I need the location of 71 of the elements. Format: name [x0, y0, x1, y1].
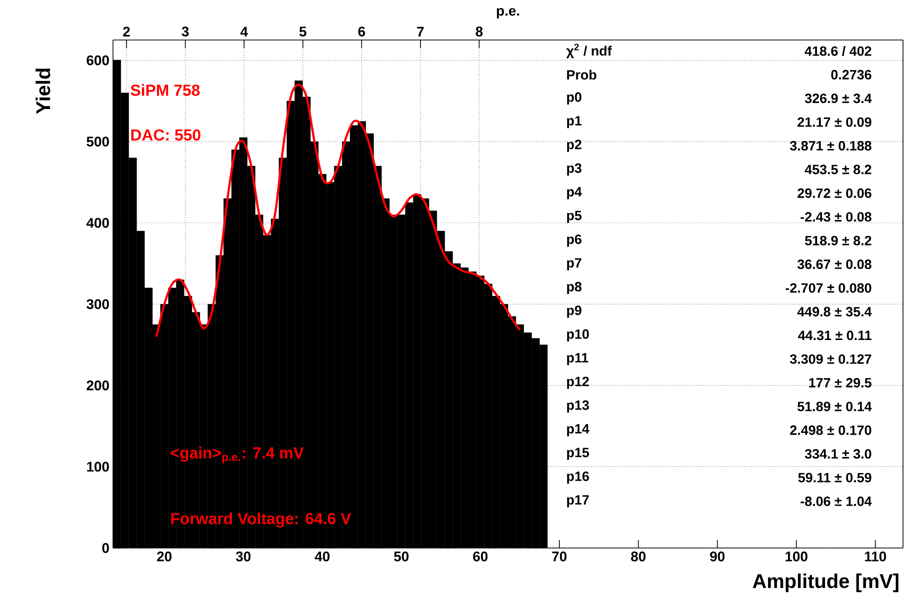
annotation: -2.43 ± 0.08 [800, 212, 872, 222]
annotation: 51.89 ± 0.14 [798, 402, 872, 412]
annotation: Prob [567, 70, 596, 80]
annotation: 334.1 ± 3.0 [804, 449, 872, 459]
y-tick-label: 500 [86, 136, 109, 147]
annotation: 2.498 ± 0.170 [790, 425, 872, 435]
annotation: 449.8 ± 35.4 [797, 306, 872, 316]
x-tick-label: 40 [314, 552, 330, 562]
y-tick-label: 300 [86, 299, 109, 310]
annotation: p10 [567, 329, 589, 342]
annotation: -2.707 ± 0.080 [786, 283, 872, 293]
annotation: 518.9 ± 8.2 [805, 236, 872, 246]
annotation: p13 [567, 400, 589, 413]
annotation: <gain>$_{p.e.}$: 7.4 mV [170, 446, 304, 464]
annotation: 418.6 / 402 [804, 46, 872, 56]
annotation: p0 [567, 92, 582, 104]
annotation: 21.17 ± 0.09 [798, 117, 872, 127]
annotation: p12 [567, 376, 589, 389]
y-tick-label: 400 [86, 218, 109, 228]
annotation: 326.9 ± 3.4 [804, 94, 872, 104]
x2-tick-label: 8 [476, 26, 483, 36]
annotation: p3 [567, 163, 582, 176]
annotation: p11 [567, 353, 588, 366]
x-tick-label: 20 [157, 552, 172, 562]
annotation: p14 [567, 424, 590, 436]
y-tick-label: 600 [86, 55, 109, 66]
annotation: p5 [567, 210, 582, 223]
y-axis-title: Yield [36, 68, 50, 114]
x2-tick-label: 5 [299, 26, 306, 36]
annotation: DAC: 550 [131, 129, 200, 141]
annotation: p16 [567, 472, 589, 484]
annotation: p2 [567, 140, 582, 152]
annotation: χ$^{2}$ / ndf [566, 44, 612, 58]
annotation: 0.2736 [831, 70, 872, 80]
x2-tick-label: 2 [123, 26, 130, 36]
annotation: p6 [567, 234, 582, 247]
x2-tick-label: 4 [240, 26, 248, 36]
annotation: 36.67 ± 0.08 [797, 260, 872, 270]
annotation: 177 ± 29.5 [809, 378, 872, 388]
x-axis-title: Amplitude [mV] [752, 574, 898, 592]
annotation: 453.5 ± 8.2 [804, 164, 872, 174]
annotation: 44.31 ± 0.11 [798, 330, 872, 340]
x-tick-label: 80 [631, 552, 646, 562]
annotation: 59.11 ± 0.59 [798, 472, 872, 482]
x-tick-label: 60 [473, 552, 488, 562]
annotation: p17 [567, 495, 589, 508]
annotation: -8.06 ± 1.04 [800, 496, 872, 506]
annotation: 3.309 ± 0.127 [790, 354, 872, 364]
x-tick-label: 100 [786, 552, 808, 562]
x-tick-label: 30 [236, 552, 251, 562]
annotation: 29.72 ± 0.06 [798, 188, 872, 198]
y-tick-label: 0 [102, 543, 109, 553]
x-tick-label: 90 [710, 552, 725, 562]
x2-axis-title: p.e. [496, 8, 520, 18]
annotation: p1 [567, 116, 582, 128]
x-tick-label: 70 [552, 552, 567, 562]
x2-tick-label: 6 [358, 26, 366, 36]
annotation: p7 [567, 258, 582, 270]
annotation: SiPM 758 [130, 84, 200, 96]
x2-tick-label: 3 [182, 26, 189, 36]
x-tick-label: 50 [394, 552, 409, 562]
x-tick-label: 110 [864, 552, 886, 562]
annotation: Forward Voltage: 64.6 V [171, 512, 352, 528]
x2-tick-label: 7 [417, 26, 424, 36]
y-tick-label: 200 [86, 380, 109, 390]
annotation: p4 [567, 187, 582, 200]
annotation: 3.871 ± 0.188 [790, 141, 872, 151]
annotation: p15 [567, 448, 590, 460]
annotation: p9 [567, 306, 582, 318]
y-tick-label: 100 [87, 462, 109, 472]
annotation: p8 [567, 282, 582, 294]
